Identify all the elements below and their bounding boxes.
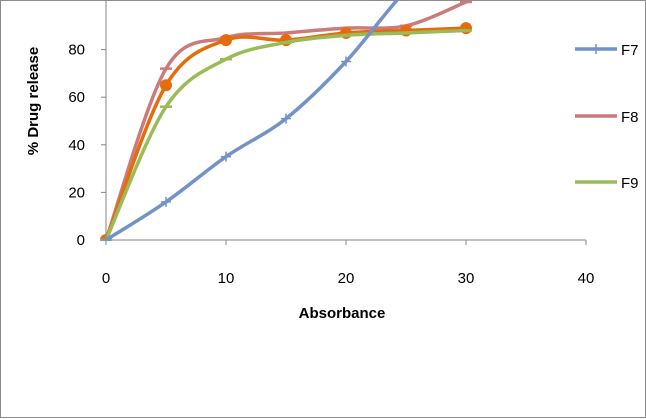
x-tick-label: 30 — [458, 270, 475, 287]
series-layer — [100, 1, 472, 241]
y-tick-label: 80 — [68, 42, 85, 59]
data-point-series-4 — [160, 79, 172, 92]
x-axis-title: Absorbance — [299, 305, 386, 322]
x-tick-label: 10 — [218, 270, 235, 287]
data-point-f7 — [221, 151, 231, 162]
y-tick-label: 40 — [68, 137, 85, 154]
x-tick-label: 0 — [102, 270, 110, 287]
series-line-series-4 — [104, 26, 468, 241]
legend-label: F8 — [621, 109, 639, 126]
legend-item-f8: F8 — [575, 109, 639, 126]
y-tick-label: 20 — [68, 184, 85, 201]
legend-label: F7 — [621, 42, 639, 59]
legend-label: F9 — [621, 175, 639, 192]
y-tick-label: 60 — [68, 89, 85, 106]
tick-labels: 0 10 20 30 40 0 20 40 60 80 — [68, 42, 594, 287]
data-point-f7 — [281, 113, 291, 124]
y-axis-title: % Drug release — [25, 47, 42, 155]
legend: F7 F8 F9 — [575, 42, 639, 192]
legend-item-f9: F9 — [575, 175, 639, 192]
data-point-f7 — [161, 196, 171, 207]
x-tick-label: 20 — [338, 270, 355, 287]
x-tick-label: 40 — [578, 270, 595, 287]
legend-item-f7: F7 — [575, 42, 639, 59]
data-point-f7 — [101, 235, 111, 241]
data-point-series-4 — [220, 34, 232, 47]
series-line-f9 — [104, 28, 468, 241]
data-point-f7 — [341, 56, 351, 67]
y-tick-label: 0 — [77, 232, 85, 249]
axes — [101, 1, 587, 245]
